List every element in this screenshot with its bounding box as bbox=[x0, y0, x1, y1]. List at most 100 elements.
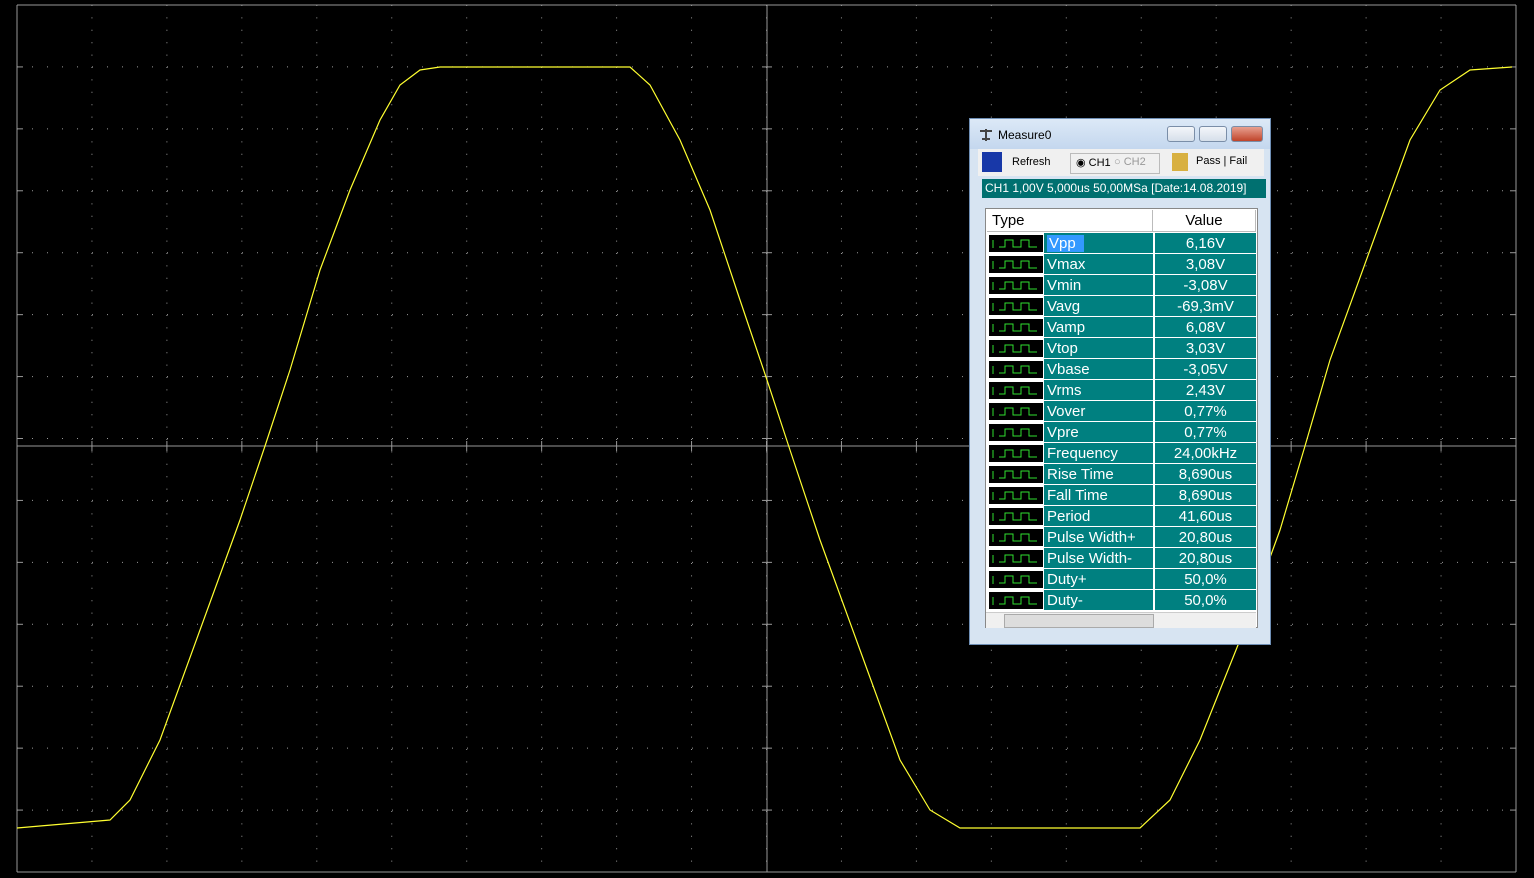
minimize-button[interactable] bbox=[1167, 126, 1195, 142]
table-row[interactable]: Frequency 24,00kHz bbox=[987, 443, 1256, 464]
ch1-label: CH1 bbox=[1088, 157, 1111, 169]
table-row[interactable]: Vover 0,77% bbox=[987, 401, 1256, 422]
close-button[interactable] bbox=[1231, 126, 1263, 142]
table-row[interactable]: Rise Time 8,690us bbox=[987, 464, 1256, 485]
table-row[interactable]: Pulse Width- 20,80us bbox=[987, 548, 1256, 569]
icon-wave bbox=[992, 449, 1037, 458]
window-title: Measure0 bbox=[998, 128, 1052, 142]
measure-icon bbox=[989, 445, 1043, 462]
channel-group bbox=[1070, 153, 1160, 174]
maximize-button[interactable] bbox=[1199, 126, 1227, 142]
measure-value: 20,80us bbox=[1154, 527, 1256, 548]
measure-value: 41,60us bbox=[1154, 506, 1256, 527]
measure-window[interactable]: Measure0 Refresh ◉ CH1 ○ CH2 Pass | Fail… bbox=[969, 118, 1271, 645]
pass-fail-icon bbox=[1172, 153, 1188, 171]
table-row[interactable]: Vavg -69,3mV bbox=[987, 296, 1256, 317]
measure-value: 3,08V bbox=[1154, 254, 1256, 275]
measure-value: 2,43V bbox=[1154, 380, 1256, 401]
measure-name: Pulse Width+ bbox=[1044, 527, 1153, 548]
table-row[interactable]: Duty- 50,0% bbox=[987, 590, 1256, 611]
icon-wave bbox=[992, 281, 1037, 290]
measure-name: Period bbox=[1044, 506, 1153, 527]
icon-wave bbox=[992, 491, 1037, 500]
measure-name: Duty- bbox=[1044, 590, 1153, 611]
status-bar: CH1 1,00V 5,000us 50,00MSa [Date:14.08.2… bbox=[982, 179, 1266, 198]
table-row[interactable]: Vrms 2,43V bbox=[987, 380, 1256, 401]
icon-wave bbox=[992, 596, 1037, 605]
table-row[interactable]: Vpre 0,77% bbox=[987, 422, 1256, 443]
measure-value: 6,08V bbox=[1154, 317, 1256, 338]
icon-wave bbox=[992, 554, 1037, 563]
measure-icon bbox=[989, 508, 1043, 525]
measure-name: Vpp bbox=[1044, 233, 1153, 254]
pass-fail-button[interactable]: Pass | Fail bbox=[1196, 155, 1248, 167]
table-row[interactable]: Vpp 6,16V bbox=[987, 233, 1256, 254]
measure-icon bbox=[989, 529, 1043, 546]
measure-icon bbox=[989, 298, 1043, 315]
measure-icon bbox=[989, 382, 1043, 399]
measure-value: 0,77% bbox=[1154, 422, 1256, 443]
measure-value: 20,80us bbox=[1154, 548, 1256, 569]
icon-wave bbox=[992, 302, 1037, 311]
scrollbar[interactable] bbox=[986, 612, 1256, 628]
measure-icon bbox=[989, 487, 1043, 504]
table-row[interactable]: Fall Time 8,690us bbox=[987, 485, 1256, 506]
title-bar: Measure0 bbox=[970, 119, 1270, 149]
table-row[interactable]: Period 41,60us bbox=[987, 506, 1256, 527]
measure-name: Vtop bbox=[1044, 338, 1153, 359]
icon-wave bbox=[992, 386, 1037, 395]
measure-name: Vrms bbox=[1044, 380, 1153, 401]
column-header[interactable]: Type bbox=[987, 210, 1153, 232]
measure-icon bbox=[989, 361, 1043, 378]
scroll-thumb[interactable] bbox=[1004, 614, 1154, 628]
table-row[interactable]: Pulse Width+ 20,80us bbox=[987, 527, 1256, 548]
icon-wave bbox=[992, 365, 1037, 374]
measure-value: 3,03V bbox=[1154, 338, 1256, 359]
measure-icon bbox=[989, 466, 1043, 483]
measure-name: Vover bbox=[1044, 401, 1153, 422]
measure-name: Rise Time bbox=[1044, 464, 1153, 485]
table-row[interactable]: Vtop 3,03V bbox=[987, 338, 1256, 359]
table-row[interactable]: Vamp 6,08V bbox=[987, 317, 1256, 338]
measure-value: -3,08V bbox=[1154, 275, 1256, 296]
table-row[interactable]: Duty+ 50,0% bbox=[987, 569, 1256, 590]
measure-icon bbox=[989, 319, 1043, 336]
measure-icon bbox=[989, 592, 1043, 609]
measure-name: Vmax bbox=[1044, 254, 1153, 275]
table-row[interactable]: Vbase -3,05V bbox=[987, 359, 1256, 380]
icon-wave bbox=[992, 260, 1037, 269]
icon-wave bbox=[992, 344, 1037, 353]
measure-icon bbox=[989, 340, 1043, 357]
table-row[interactable]: Vmin -3,08V bbox=[987, 275, 1256, 296]
icon-wave bbox=[992, 575, 1037, 584]
measure-icon bbox=[989, 277, 1043, 294]
ch1-radio[interactable]: ◉ CH1 bbox=[1076, 157, 1111, 169]
icon-wave bbox=[992, 323, 1037, 332]
column-header[interactable]: Value bbox=[1153, 210, 1256, 232]
app-icon bbox=[980, 129, 992, 141]
measure-name: Pulse Width- bbox=[1044, 548, 1153, 569]
icon-wave bbox=[992, 512, 1037, 521]
ch2-label: CH2 bbox=[1123, 156, 1146, 168]
refresh-button[interactable]: Refresh bbox=[1012, 156, 1051, 168]
waveform bbox=[16, 66, 1513, 829]
measure-value: 6,16V bbox=[1154, 233, 1256, 254]
measure-value: 50,0% bbox=[1154, 569, 1256, 590]
selected-name: Vpp bbox=[1047, 235, 1084, 252]
refresh-icon bbox=[982, 152, 1002, 172]
measure-icon bbox=[989, 424, 1043, 441]
ch2-radio[interactable]: ○ CH2 bbox=[1114, 156, 1146, 168]
table-row[interactable]: Vmax 3,08V bbox=[987, 254, 1256, 275]
measure-value: 50,0% bbox=[1154, 590, 1256, 611]
measure-name: Fall Time bbox=[1044, 485, 1153, 506]
measure-table: Type Value Vpp 6,16V Vmax 3,08V Vmin -3,08V Va… bbox=[985, 208, 1258, 628]
icon-wave bbox=[992, 470, 1037, 479]
icon-wave bbox=[992, 407, 1037, 416]
measure-name: Frequency bbox=[1044, 443, 1153, 464]
measure-name: Vmin bbox=[1044, 275, 1153, 296]
measure-icon bbox=[989, 550, 1043, 567]
grid bbox=[16, 4, 1517, 873]
measure-value: 8,690us bbox=[1154, 464, 1256, 485]
